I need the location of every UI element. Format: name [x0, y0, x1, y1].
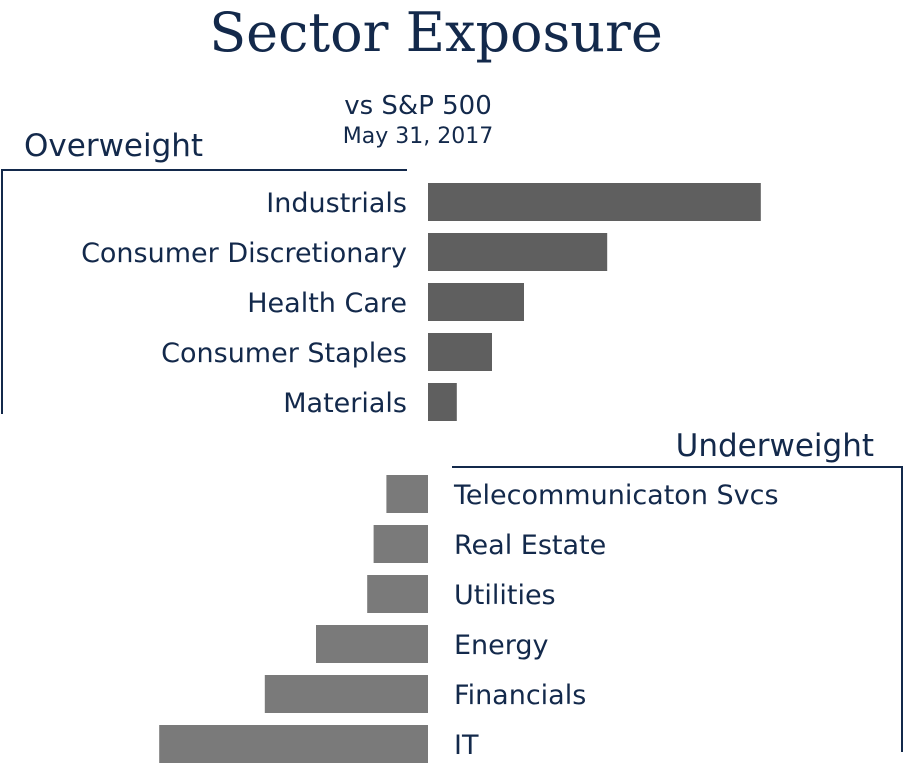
chart-title: Sector Exposure [209, 1, 663, 64]
bar-industrials [428, 183, 761, 221]
label-materials: Materials [283, 388, 407, 419]
underweight-label: Underweight [676, 428, 874, 464]
label-telecommunicaton-svcs: Telecommunicaton Svcs [453, 480, 779, 511]
label-consumer-discretionary: Consumer Discretionary [81, 238, 407, 269]
chart-date: May 31, 2017 [343, 124, 493, 149]
overweight-label: Overweight [24, 128, 203, 164]
label-real-estate: Real Estate [454, 530, 606, 561]
underweight-bracket [452, 466, 903, 752]
bars-group [159, 183, 761, 763]
label-industrials: Industrials [266, 188, 407, 219]
label-financials: Financials [454, 680, 586, 711]
label-it: IT [454, 730, 479, 761]
chart-subtitle: vs S&P 500 [344, 91, 492, 121]
bar-health-care [428, 283, 524, 321]
bar-financials [264, 675, 428, 713]
bar-consumer-discretionary [428, 233, 608, 271]
bar-real-estate [373, 525, 428, 563]
label-consumer-staples: Consumer Staples [161, 338, 407, 369]
bar-energy [316, 625, 428, 663]
overweight-bracket [1, 169, 407, 414]
category-labels-group: Industrials Consumer Discretionary Health … [81, 188, 778, 761]
bar-it [159, 725, 428, 763]
bar-consumer-staples [428, 333, 492, 371]
bar-materials [428, 383, 457, 421]
label-health-care: Health Care [247, 288, 407, 319]
label-utilities: Utilities [454, 580, 556, 611]
bar-utilities [367, 575, 428, 613]
label-energy: Energy [454, 630, 549, 661]
bar-telecommunicaton-svcs [386, 475, 428, 513]
